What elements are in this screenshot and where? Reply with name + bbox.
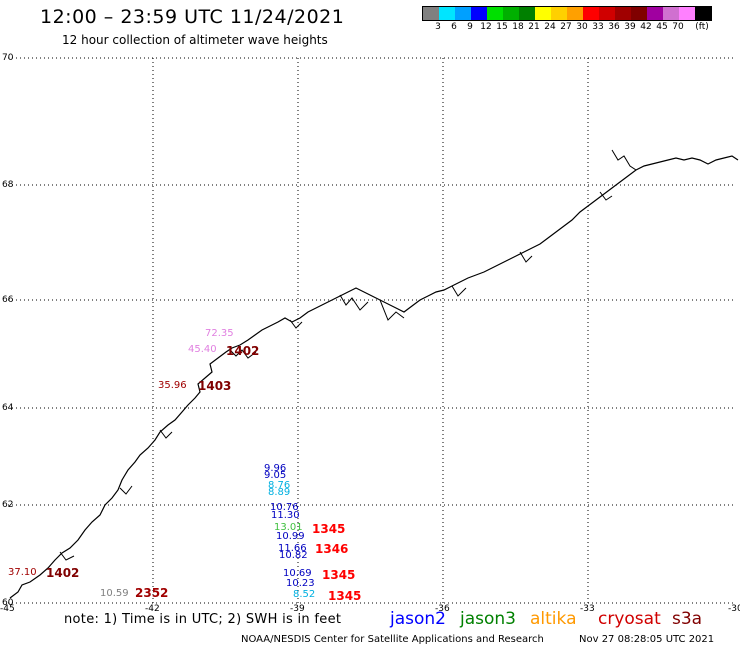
colorbar-label: 18 bbox=[512, 22, 524, 32]
colorbar-swatch bbox=[487, 7, 503, 20]
wave-height-label: 35.96 bbox=[158, 380, 187, 391]
colorbar-label: 42 bbox=[640, 22, 652, 32]
colorbar-label: 9 bbox=[467, 22, 473, 32]
longitude-label: -30 bbox=[728, 604, 740, 614]
wave-height-label: 8.52 bbox=[293, 589, 316, 600]
colorbar-label: 6 bbox=[451, 22, 457, 32]
colorbar-swatch bbox=[471, 7, 487, 20]
wave-height-label: 10.59 bbox=[100, 588, 129, 599]
colorbar-label: (ft) bbox=[695, 22, 709, 32]
wave-height-label: 10.82 bbox=[279, 550, 308, 561]
legend-s3a: s3a bbox=[672, 609, 703, 629]
wave-height-label: 8.89 bbox=[268, 487, 291, 498]
pass-time-label: 1345 bbox=[322, 568, 356, 582]
colorbar-label: 30 bbox=[576, 22, 588, 32]
wave-height-label: 9.96 bbox=[264, 463, 287, 474]
colorbar-swatch bbox=[583, 7, 599, 20]
colorbar-label: 36 bbox=[608, 22, 620, 32]
pass-time-label: 1345 bbox=[312, 522, 346, 536]
colorbar-swatch bbox=[663, 7, 679, 20]
latitude-label: 62 bbox=[2, 500, 13, 510]
footer-credit: NOAA/NESDIS Center for Satellite Applica… bbox=[241, 634, 544, 645]
longitude-label: -42 bbox=[145, 604, 160, 614]
pass-time-label: 1346 bbox=[315, 542, 349, 556]
colorbar-swatch bbox=[599, 7, 615, 20]
wave-height-label: 13.01 bbox=[274, 522, 303, 533]
wave-height-label: 8.76 bbox=[268, 480, 291, 491]
longitude-label: -45 bbox=[0, 604, 15, 614]
footer-note: note: 1) Time is in UTC; 2) SWH is in fe… bbox=[64, 612, 342, 627]
colorbar-label: 33 bbox=[592, 22, 604, 32]
wave-height-label: 11.66 bbox=[278, 543, 307, 554]
wave-height-label: 10.69 bbox=[283, 568, 312, 579]
longitude-label: -36 bbox=[435, 604, 450, 614]
colorbar-label: 70 bbox=[672, 22, 684, 32]
colorbar-swatch bbox=[535, 7, 551, 20]
legend-jason2: jason2 bbox=[390, 609, 446, 629]
wave-height-colorbar bbox=[422, 6, 712, 21]
wave-height-label: 11.30 bbox=[271, 510, 300, 521]
legend-jason3: jason3 bbox=[460, 609, 516, 629]
footer-timestamp: Nov 27 08:28:05 UTC 2021 bbox=[579, 634, 715, 645]
colorbar-swatch bbox=[631, 7, 647, 20]
wave-height-label: 10.23 bbox=[286, 578, 315, 589]
colorbar-swatch bbox=[647, 7, 663, 20]
wave-height-label: 10.99 bbox=[276, 531, 305, 542]
colorbar-label: 12 bbox=[480, 22, 492, 32]
graticule bbox=[8, 57, 736, 604]
wave-height-label: 9.05 bbox=[264, 470, 287, 481]
legend-altika: altika bbox=[530, 609, 577, 629]
wave-height-label: 45.40 bbox=[188, 344, 217, 355]
greenland-coastline bbox=[9, 155, 739, 599]
pass-time-label: 2352 bbox=[135, 586, 169, 600]
colorbar-swatch bbox=[615, 7, 631, 20]
longitude-label: -39 bbox=[290, 604, 305, 614]
longitude-label: -33 bbox=[580, 604, 595, 614]
latitude-label: 66 bbox=[2, 295, 14, 305]
colorbar-swatch bbox=[519, 7, 535, 20]
colorbar-label: 27 bbox=[560, 22, 572, 32]
pass-time-label: 1403 bbox=[198, 379, 232, 393]
colorbar-swatch bbox=[503, 7, 519, 20]
latitude-label: 60 bbox=[2, 598, 14, 608]
colorbar-swatch bbox=[567, 7, 583, 20]
page-title: 12:00 – 23:59 UTC 11/24/2021 bbox=[40, 6, 345, 28]
colorbar-label: 45 bbox=[656, 22, 668, 32]
page-subtitle: 12 hour collection of altimeter wave hei… bbox=[62, 33, 328, 47]
latitude-label: 70 bbox=[2, 53, 14, 63]
pass-time-label: 1402 bbox=[226, 344, 260, 358]
pass-time-label: 1345 bbox=[328, 589, 362, 603]
colorbar-swatch bbox=[695, 7, 711, 20]
colorbar-swatch bbox=[439, 7, 455, 20]
colorbar-swatch bbox=[551, 7, 567, 20]
colorbar-label: 21 bbox=[528, 22, 540, 32]
colorbar-label: 39 bbox=[624, 22, 636, 32]
wave-height-label: 37.10 bbox=[8, 567, 37, 578]
colorbar-label: 15 bbox=[496, 22, 508, 32]
colorbar-swatch bbox=[423, 7, 439, 20]
colorbar-swatch bbox=[679, 7, 695, 20]
colorbar-label: 24 bbox=[544, 22, 556, 32]
latitude-label: 64 bbox=[2, 403, 14, 413]
pass-time-label: 1402 bbox=[46, 566, 80, 580]
legend-cryosat: cryosat bbox=[598, 609, 661, 629]
wave-height-label: 10.76 bbox=[270, 502, 299, 513]
colorbar-swatch bbox=[455, 7, 471, 20]
wave-height-label: 72.35 bbox=[205, 328, 234, 339]
coastline-fjords bbox=[59, 149, 637, 561]
latitude-label: 68 bbox=[2, 180, 14, 190]
colorbar-label: 3 bbox=[435, 22, 441, 32]
